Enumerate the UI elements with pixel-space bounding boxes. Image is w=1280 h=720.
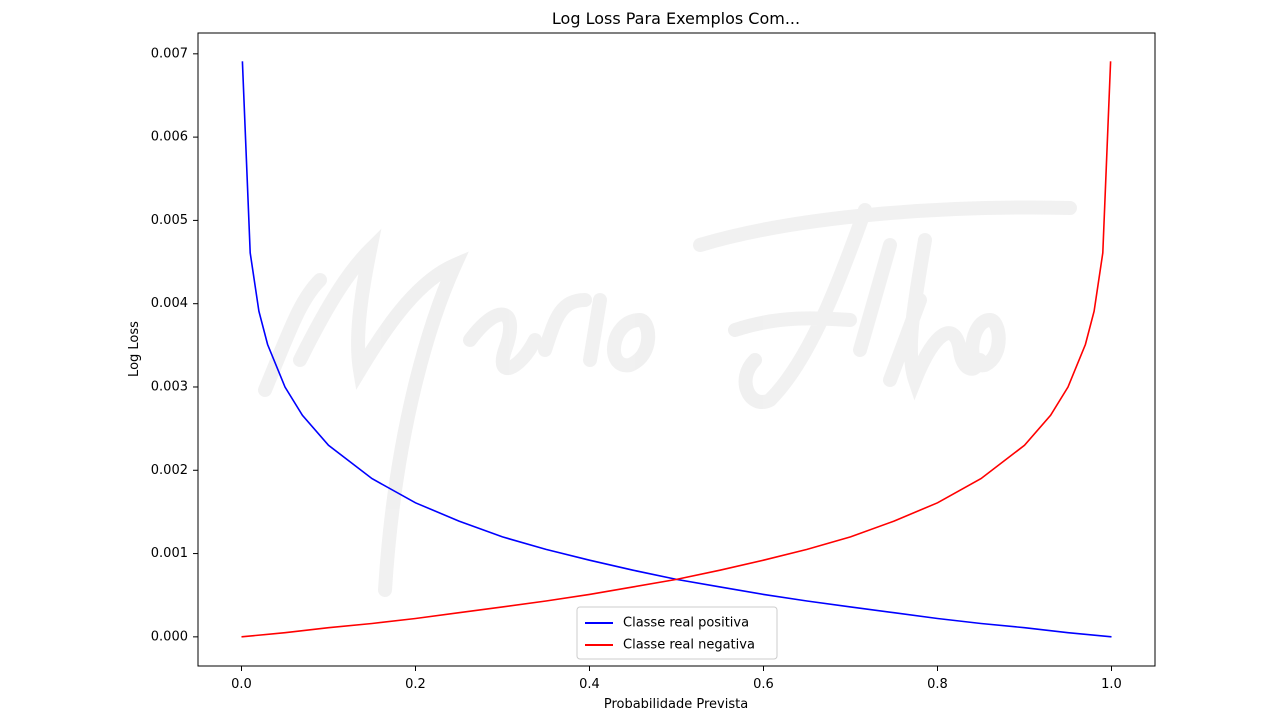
x-tick-label: 0.0 (231, 677, 252, 692)
series-line-classe-real-positiva (241, 61, 1112, 638)
y-axis-label: Log Loss (127, 321, 142, 377)
x-axis-label: Probabilidade Prevista (604, 697, 748, 712)
y-tick-label: 0.001 (151, 546, 188, 561)
y-axis: 0.000 0.001 0.002 0.003 0.004 0.005 0.00… (151, 46, 198, 644)
y-tick-label: 0.007 (151, 46, 188, 61)
watermark-logo (258, 200, 1077, 597)
x-tick-label: 0.2 (405, 677, 426, 692)
y-tick-label: 0.002 (151, 463, 188, 478)
x-tick-label: 0.4 (579, 677, 600, 692)
legend-label-classe-real-positiva: Classe real positiva (623, 616, 749, 631)
y-tick-label: 0.004 (151, 296, 188, 311)
legend-box (576, 606, 778, 660)
y-tick-label: 0.005 (151, 213, 188, 228)
series-line-classe-real-negativa (241, 61, 1112, 638)
x-tick-label: 1.0 (1101, 677, 1122, 692)
y-tick-label: 0.000 (151, 629, 188, 644)
chart-title: Log Loss Para Exemplos Com... (552, 9, 800, 28)
y-tick-label: 0.006 (151, 130, 188, 145)
legend-label-classe-real-negativa: Classe real negativa (623, 638, 755, 653)
x-axis: 0.0 0.2 0.4 0.6 0.8 1.0 (231, 666, 1122, 692)
legend: Classe real positiva Classe real negativ… (576, 606, 778, 660)
y-tick-label: 0.003 (151, 379, 188, 394)
x-tick-label: 0.8 (927, 677, 948, 692)
plot-area-frame (197, 32, 1156, 667)
x-tick-label: 0.6 (753, 677, 774, 692)
